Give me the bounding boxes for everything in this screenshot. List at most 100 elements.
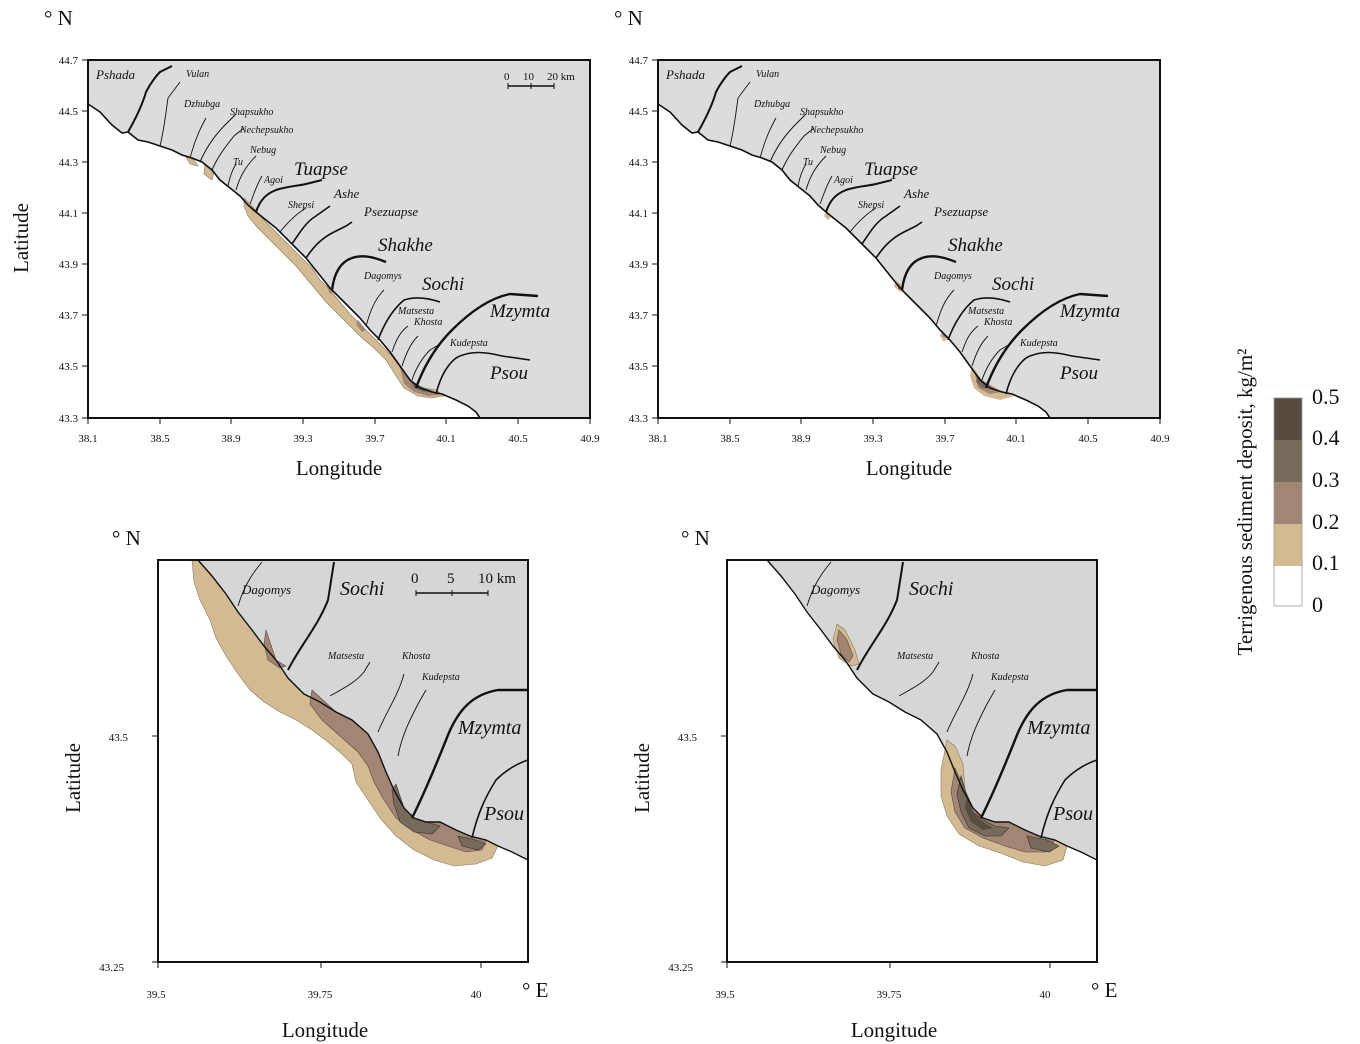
lat-tick: 44.5 [59,106,79,118]
lat-tick: 43.5 [59,361,79,373]
legend-swatch-0.1-0.2 [1274,524,1302,566]
label-dzhubga: Dzhubga [183,99,220,110]
river-shapsukho-line [199,113,237,163]
river-dagomys-line [365,289,385,327]
lon-tick: 40 [471,989,483,1001]
scale-bar: 0 10 20 km [504,71,575,89]
label-khosta: Khosta [983,317,1012,328]
label-mzymta: Mzymta [1059,301,1120,322]
label-kudepsta: Kudepsta [421,672,460,683]
label-kudepsta: Kudepsta [990,672,1029,683]
map-frame [726,559,1098,963]
river-matsesta-line [961,325,979,353]
label-psou: Psou [1059,363,1098,384]
sea-area [88,104,480,418]
river-psou-line [1005,351,1101,395]
river-matsesta-line [898,661,940,697]
label-psezuapse: Psezuapse [363,204,418,219]
legend-swatch-0.2-0.3 [1274,482,1302,524]
label-pshada: Pshada [665,67,706,82]
label-tu: Tu [803,157,813,168]
label-ashe: Ashe [333,186,360,201]
legend-frame [1273,397,1303,607]
lat-tick: 43.5 [678,732,698,744]
legend-swatch-0.3-0.4 [1274,440,1302,482]
label-khosta: Khosta [401,651,430,662]
y-axis-label: Latitude [9,203,33,273]
lon-tick: 39.7 [935,433,955,445]
lon-tick: 40.9 [580,433,600,445]
river-shakhe-line [900,255,957,291]
label-dzhubga: Dzhubga [753,99,790,110]
overview-map-left: Pshada Vulan Dzhubga Shapsukho Nechepsuk… [9,6,600,480]
label-sochi: Sochi [909,578,953,600]
label-shapsukho: Shapsukho [230,107,273,118]
scale-label-0: 0 [411,571,419,587]
map-frame [157,559,529,963]
lat-tick: 43.7 [629,310,649,322]
lon-tick: 40.5 [1078,433,1098,445]
lat-tick: 43.5 [629,361,649,373]
river-sochi-line [947,297,1011,341]
scale-label-5: 5 [447,571,455,587]
label-psou: Psou [483,803,524,825]
label-psezuapse: Psezuapse [933,204,988,219]
coastline [657,103,1051,419]
lat-tick: 44.3 [629,157,649,169]
scale-label-20: 20 km [547,71,575,83]
label-khosta: Khosta [413,317,442,328]
river-tu-line [797,163,807,187]
lat-tick: 44.3 [59,157,79,169]
rivers [127,65,539,395]
river-sochi-line [377,297,441,341]
coastline [197,559,529,861]
river-psou-line [471,759,529,839]
river-mzymta-line [984,292,1109,389]
sea-area [658,104,1050,418]
lat-tick: 43.9 [629,259,649,271]
label-dagomys: Dagomys [810,582,860,597]
river-nechepsukho-line [781,127,815,171]
river-mzymta-line [414,292,539,389]
coastline [87,103,481,419]
river-khosta-line [971,335,989,367]
x-axis-label: Longitude [866,456,952,480]
east-label: ° E [1091,978,1117,1002]
lon-tick: 38.1 [648,433,667,445]
label-khosta: Khosta [970,651,999,662]
label-sochi: Sochi [422,274,464,295]
north-label: ° N [112,526,141,550]
river-vulan-line [159,81,181,147]
river-shepsi-line [849,207,877,233]
lon-tick: 38.9 [791,433,811,445]
label-matsesta: Matsesta [896,651,933,662]
lon-tick: 38.5 [720,433,740,445]
river-khosta-line [401,335,419,367]
lat-tick: 44.1 [59,208,78,220]
label-mzymta: Mzymta [1026,717,1090,739]
scale-label-10: 10 [523,71,535,83]
river-ashe-line [861,205,901,245]
river-shakhe-line [330,255,387,291]
label-pshada: Pshada [95,67,136,82]
sediment-deposit-max [965,796,993,830]
north-label: ° N [681,526,710,550]
lon-tick-labels: 38.1 38.5 38.9 39.3 39.7 40.1 40.5 40.9 [78,433,600,445]
lon-tick: 40.5 [508,433,528,445]
river-labels: Pshada Vulan Dzhubga Shapsukho Nechepsuk… [665,67,1120,384]
river-kudepsta-line [966,689,996,757]
zoom-map-left: Dagomys Sochi Matsesta Khosta Kudepsta M… [61,526,548,1042]
legend-swatch-0.4-0.5 [1274,398,1302,440]
river-khosta-line [946,673,974,733]
y-axis-label: Latitude [61,743,85,813]
lat-tick: 44.7 [629,55,649,67]
label-nebug: Nebug [819,145,846,156]
x-axis-label: Longitude [851,1018,937,1042]
x-axis-label: Longitude [296,456,382,480]
river-psezuapse-line [875,221,923,259]
river-kudepsta-line [981,343,1011,381]
label-kudepsta: Kudepsta [1019,338,1058,349]
river-nebug-line [805,155,827,191]
river-mzymta-line [410,688,528,819]
lon-tick: 39.3 [863,433,883,445]
